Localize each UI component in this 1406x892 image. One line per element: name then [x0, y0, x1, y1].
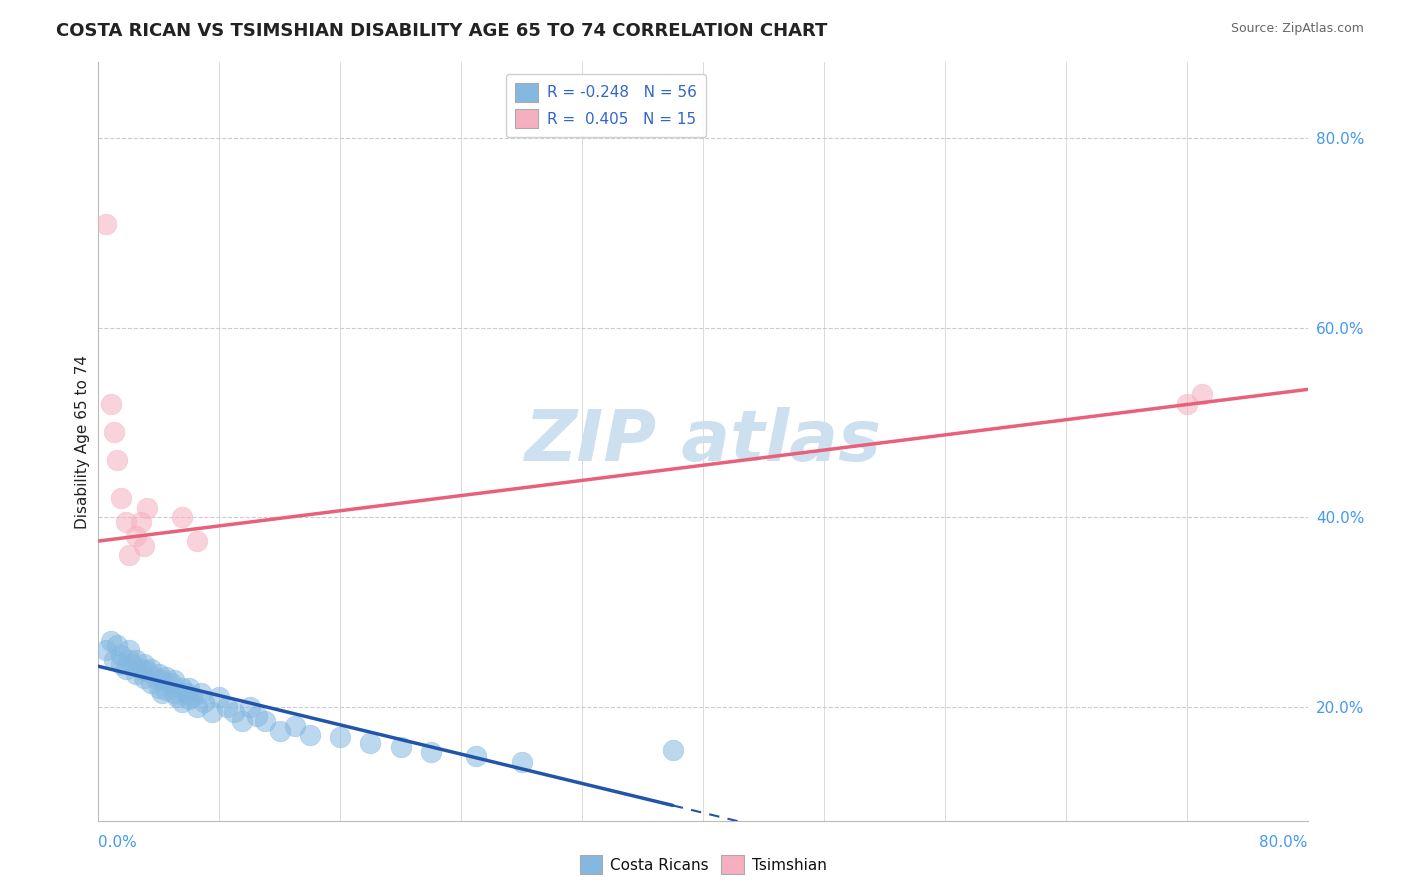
Point [105, 638, 128, 652]
Point [190, 686, 212, 700]
Point [118, 548, 141, 563]
Point [114, 662, 136, 676]
Point [135, 664, 157, 678]
Point [284, 719, 307, 733]
Legend: Costa Ricans, Tsimshian: Costa Ricans, Tsimshian [574, 849, 832, 880]
Point [114, 515, 136, 529]
Point [215, 699, 238, 714]
Point [389, 739, 412, 754]
Point [148, 681, 170, 695]
Point [135, 500, 157, 515]
Point [246, 709, 269, 723]
Point [329, 730, 352, 744]
Point [299, 728, 322, 742]
Point [110, 491, 132, 506]
Legend: R = -0.248   N = 56, R =  0.405   N = 15: R = -0.248 N = 56, R = 0.405 N = 15 [506, 74, 706, 137]
Point [110, 648, 132, 662]
Point [465, 749, 488, 764]
Point [170, 681, 193, 695]
Point [94, 217, 117, 231]
Point [269, 723, 291, 738]
Point [125, 652, 148, 666]
Point [1175, 396, 1198, 410]
Point [201, 705, 224, 719]
Point [253, 714, 276, 728]
Point [160, 676, 183, 690]
Text: COSTA RICAN VS TSIMSHIAN DISABILITY AGE 65 TO 74 CORRELATION CHART: COSTA RICAN VS TSIMSHIAN DISABILITY AGE … [56, 22, 828, 40]
Point [155, 669, 177, 684]
Point [129, 515, 152, 529]
Text: 0.0%: 0.0% [98, 835, 138, 850]
Point [103, 425, 125, 439]
Point [179, 692, 201, 706]
Point [224, 705, 246, 719]
Point [181, 690, 204, 705]
Point [661, 742, 683, 756]
Point [100, 396, 122, 410]
Point [186, 534, 208, 549]
Point [118, 652, 141, 666]
Text: ZIP atlas: ZIP atlas [524, 407, 882, 476]
Point [174, 686, 197, 700]
Point [163, 686, 186, 700]
Point [94, 643, 117, 657]
Point [103, 652, 125, 666]
Point [170, 510, 193, 524]
Point [186, 699, 208, 714]
Point [155, 682, 177, 697]
Point [132, 539, 155, 553]
Text: Source: ZipAtlas.com: Source: ZipAtlas.com [1230, 22, 1364, 36]
Point [1191, 387, 1213, 401]
Point [132, 657, 155, 672]
Point [179, 681, 201, 695]
Point [150, 673, 173, 688]
Point [420, 746, 443, 760]
Point [105, 453, 128, 467]
Point [141, 662, 163, 676]
Text: 80.0%: 80.0% [1260, 835, 1308, 850]
Point [145, 672, 167, 686]
Point [100, 633, 122, 648]
Point [231, 714, 253, 728]
Point [166, 690, 188, 705]
Point [510, 755, 533, 769]
Point [141, 676, 163, 690]
Point [132, 672, 155, 686]
Point [121, 657, 143, 672]
Point [129, 662, 152, 676]
Point [125, 529, 148, 543]
Point [163, 673, 186, 688]
Point [148, 666, 170, 681]
Point [239, 699, 262, 714]
Point [193, 695, 215, 709]
Point [125, 666, 148, 681]
Point [360, 736, 382, 750]
Point [150, 686, 173, 700]
Point [170, 695, 193, 709]
Point [208, 690, 231, 705]
Y-axis label: Disability Age 65 to 74: Disability Age 65 to 74 [75, 354, 90, 529]
Point [110, 657, 132, 672]
Point [118, 643, 141, 657]
